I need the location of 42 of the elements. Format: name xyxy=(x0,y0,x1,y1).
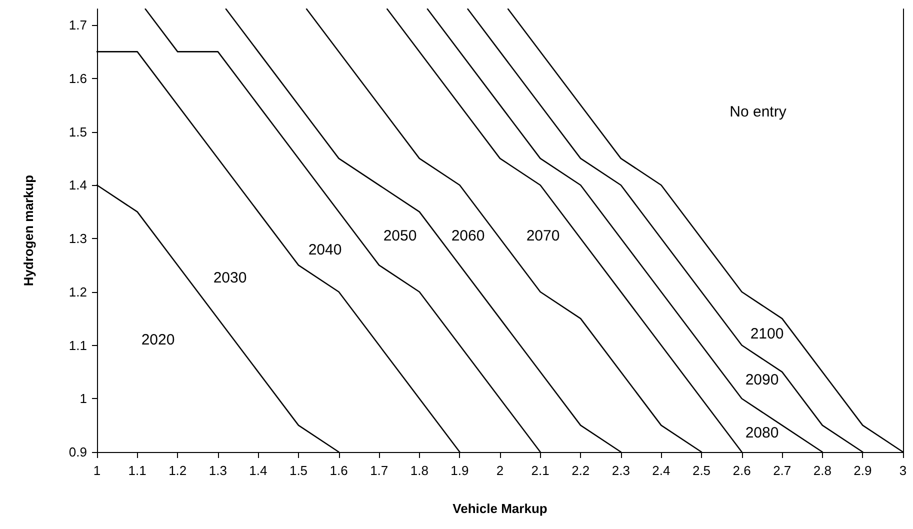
x-tick-label: 2.6 xyxy=(732,463,751,478)
annotation: 2030 xyxy=(213,270,247,286)
x-tick-label: 1.5 xyxy=(289,463,308,478)
x-axis-title: Vehicle Markup xyxy=(452,501,548,516)
y-tick-label: 1.1 xyxy=(68,338,87,353)
x-tick-label: 2.5 xyxy=(692,463,711,478)
x-tick-label: 1.7 xyxy=(370,463,388,478)
x-tick-label: 2.8 xyxy=(813,463,832,478)
x-tick-label: 2.4 xyxy=(652,463,670,478)
x-tick-label: 2 xyxy=(496,463,504,478)
x-tick-label: 1.4 xyxy=(249,463,268,478)
annotation: 2070 xyxy=(526,228,560,244)
x-tick-label: 2.9 xyxy=(854,463,872,478)
annotation: 2020 xyxy=(141,332,175,348)
x-tick-label: 1.8 xyxy=(410,463,428,478)
x-tick-label: 1 xyxy=(93,463,101,478)
y-tick-label: 1.3 xyxy=(68,231,87,246)
y-tick-label: 1.5 xyxy=(68,124,87,140)
annotation: 2090 xyxy=(745,372,779,388)
y-tick-label: 1.6 xyxy=(68,70,87,86)
y-tick-label: 1.2 xyxy=(68,284,87,300)
y-tick-label: 1 xyxy=(80,391,87,406)
annotation: No entry xyxy=(730,104,787,120)
x-tick-label: 2.1 xyxy=(531,463,550,478)
x-tick-label: 2.2 xyxy=(572,463,590,478)
y-tick-label: 1.7 xyxy=(68,18,87,33)
x-tick-label: 1.9 xyxy=(450,463,469,478)
x-tick-label: 2.3 xyxy=(612,463,630,478)
y-tick-label: 0.9 xyxy=(68,444,87,460)
y-axis-title: Hydrogen markup xyxy=(21,174,36,286)
x-tick-label: 3 xyxy=(899,463,907,478)
annotation: 2060 xyxy=(451,228,485,244)
annotation: 2080 xyxy=(745,424,779,442)
annotation: 2050 xyxy=(383,228,417,244)
x-tick-label: 1.6 xyxy=(330,463,348,478)
y-tick-label: 1.4 xyxy=(68,178,87,193)
annotation: 2100 xyxy=(750,326,784,342)
x-tick-label: 1.3 xyxy=(208,463,227,478)
x-tick-label: 2.7 xyxy=(773,463,792,478)
x-tick-label: 1.2 xyxy=(168,463,187,478)
annotation: 2040 xyxy=(308,242,342,258)
x-tick-label: 1.1 xyxy=(128,463,146,478)
